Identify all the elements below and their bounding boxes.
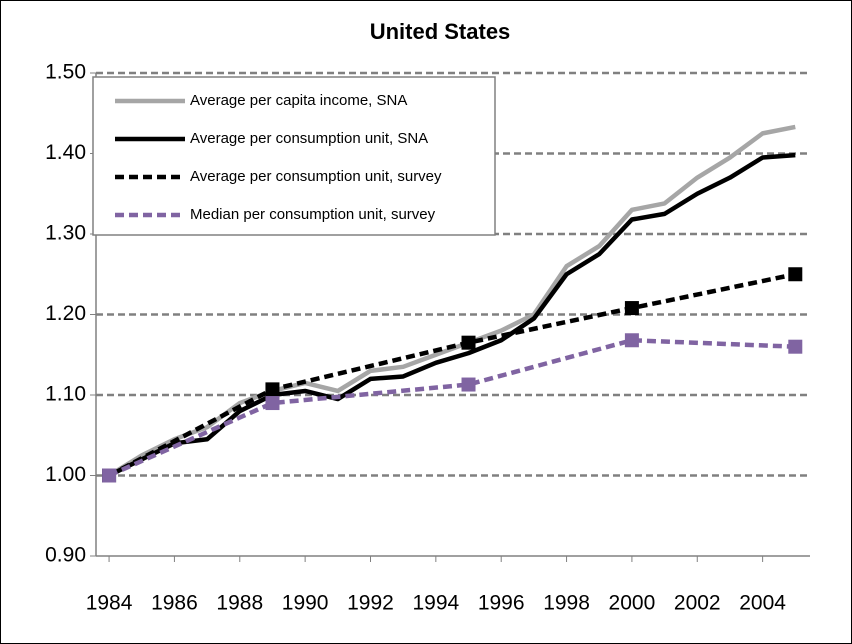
legend-box (92, 76, 496, 236)
y-tick-label: 1.10 (45, 383, 86, 406)
marker (461, 377, 476, 392)
marker (265, 396, 280, 411)
y-tick-label: 1.50 (45, 61, 86, 84)
x-tick-label: 1992 (347, 592, 394, 615)
marker (461, 335, 476, 350)
plot (102, 124, 803, 483)
x-tick-label: 1990 (282, 592, 329, 615)
marker (624, 301, 639, 316)
grid: 0.90 1.00 1.10 1.20 1.30 1.40 1.50 1984 1986 1988… (45, 61, 810, 615)
chart-title: United States (370, 19, 511, 44)
legend-label: Average per consumption unit, SNA (190, 130, 428, 147)
marker (624, 333, 639, 348)
x-tick-label: 1986 (151, 592, 198, 615)
x-tick-label: 2000 (609, 592, 656, 615)
series-line (108, 338, 796, 478)
y-tick-label: 1.40 (45, 141, 86, 164)
series-line (108, 152, 796, 478)
legend-label: Average per capita income, SNA (190, 92, 407, 109)
y-tick-label: 1.20 (45, 302, 86, 325)
legend-label: Average per consumption unit, survey (190, 168, 442, 185)
x-tick-label: 1984 (86, 592, 133, 615)
x-tick-label: 2004 (739, 592, 786, 615)
marker (265, 382, 280, 397)
y-tick-label: 0.90 (45, 544, 86, 567)
y-tick-label: 1.00 (45, 463, 86, 486)
legend: Average per capita income, SNA Average pe… (92, 76, 496, 236)
x-tick-label: 1994 (412, 592, 459, 615)
x-tick-label: 2002 (674, 592, 721, 615)
y-tick-label: 1.30 (45, 222, 86, 245)
x-tick-label: 1988 (216, 592, 263, 615)
legend-label: Median per consumption unit, survey (190, 206, 436, 223)
marker (788, 267, 803, 282)
x-tick-label: 1996 (478, 592, 525, 615)
x-tick-label: 1998 (543, 592, 590, 615)
marker (102, 468, 117, 483)
marker (788, 339, 803, 354)
